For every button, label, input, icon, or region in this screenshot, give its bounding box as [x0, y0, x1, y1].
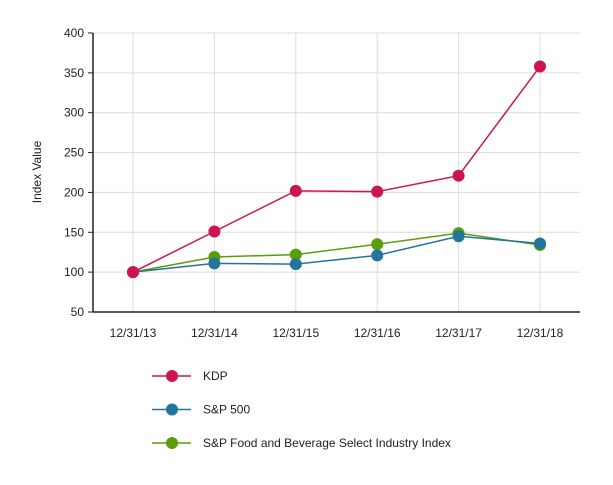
series-line	[132, 232, 541, 273]
data-point	[371, 249, 384, 262]
legend-label: KDP	[203, 369, 228, 383]
legend-marker	[166, 437, 178, 449]
data-point	[208, 225, 221, 238]
data-point	[534, 60, 546, 73]
y-tick-label: 200	[64, 185, 84, 199]
legend-label: S&P 500	[203, 403, 250, 417]
data-point	[208, 257, 221, 270]
x-tick-label: 12/31/14	[191, 326, 238, 340]
data-point	[289, 258, 302, 271]
legend-marker	[166, 370, 178, 382]
series-s-p-500	[127, 230, 546, 279]
data-point	[371, 185, 384, 198]
series-kdp	[127, 60, 546, 279]
y-tick-label: 50	[71, 305, 85, 319]
y-tick-label: 350	[64, 66, 84, 80]
legend-item: KDP	[152, 369, 228, 383]
x-tick-label: 12/31/17	[435, 326, 482, 340]
y-tick-label: 150	[64, 225, 84, 239]
series-line	[132, 66, 541, 273]
y-tick-label: 100	[64, 265, 84, 279]
x-tick-label: 12/31/16	[354, 326, 401, 340]
y-tick-label: 300	[64, 106, 84, 120]
legend-item: S&P Food and Beverage Select Industry In…	[152, 436, 451, 450]
y-axis-label: Index Value	[30, 140, 44, 203]
y-tick-label: 400	[64, 26, 84, 40]
data-point	[452, 169, 465, 182]
x-tick-label: 12/31/15	[272, 326, 319, 340]
x-tick-label: 12/31/18	[517, 326, 564, 340]
legend-item: S&P 500	[152, 403, 250, 417]
y-tick-label: 250	[64, 146, 84, 160]
series-s-p-food-and-beverage-select-industry-index	[127, 227, 546, 279]
legend-marker	[166, 403, 178, 416]
data-point	[452, 230, 465, 243]
data-point	[371, 238, 384, 251]
data-point	[289, 248, 302, 261]
data-point	[127, 266, 139, 279]
x-tick-label: 12/31/13	[110, 326, 157, 340]
data-point	[534, 237, 546, 250]
series-line	[132, 235, 541, 273]
legend-label: S&P Food and Beverage Select Industry In…	[203, 436, 451, 450]
data-point	[289, 184, 302, 197]
